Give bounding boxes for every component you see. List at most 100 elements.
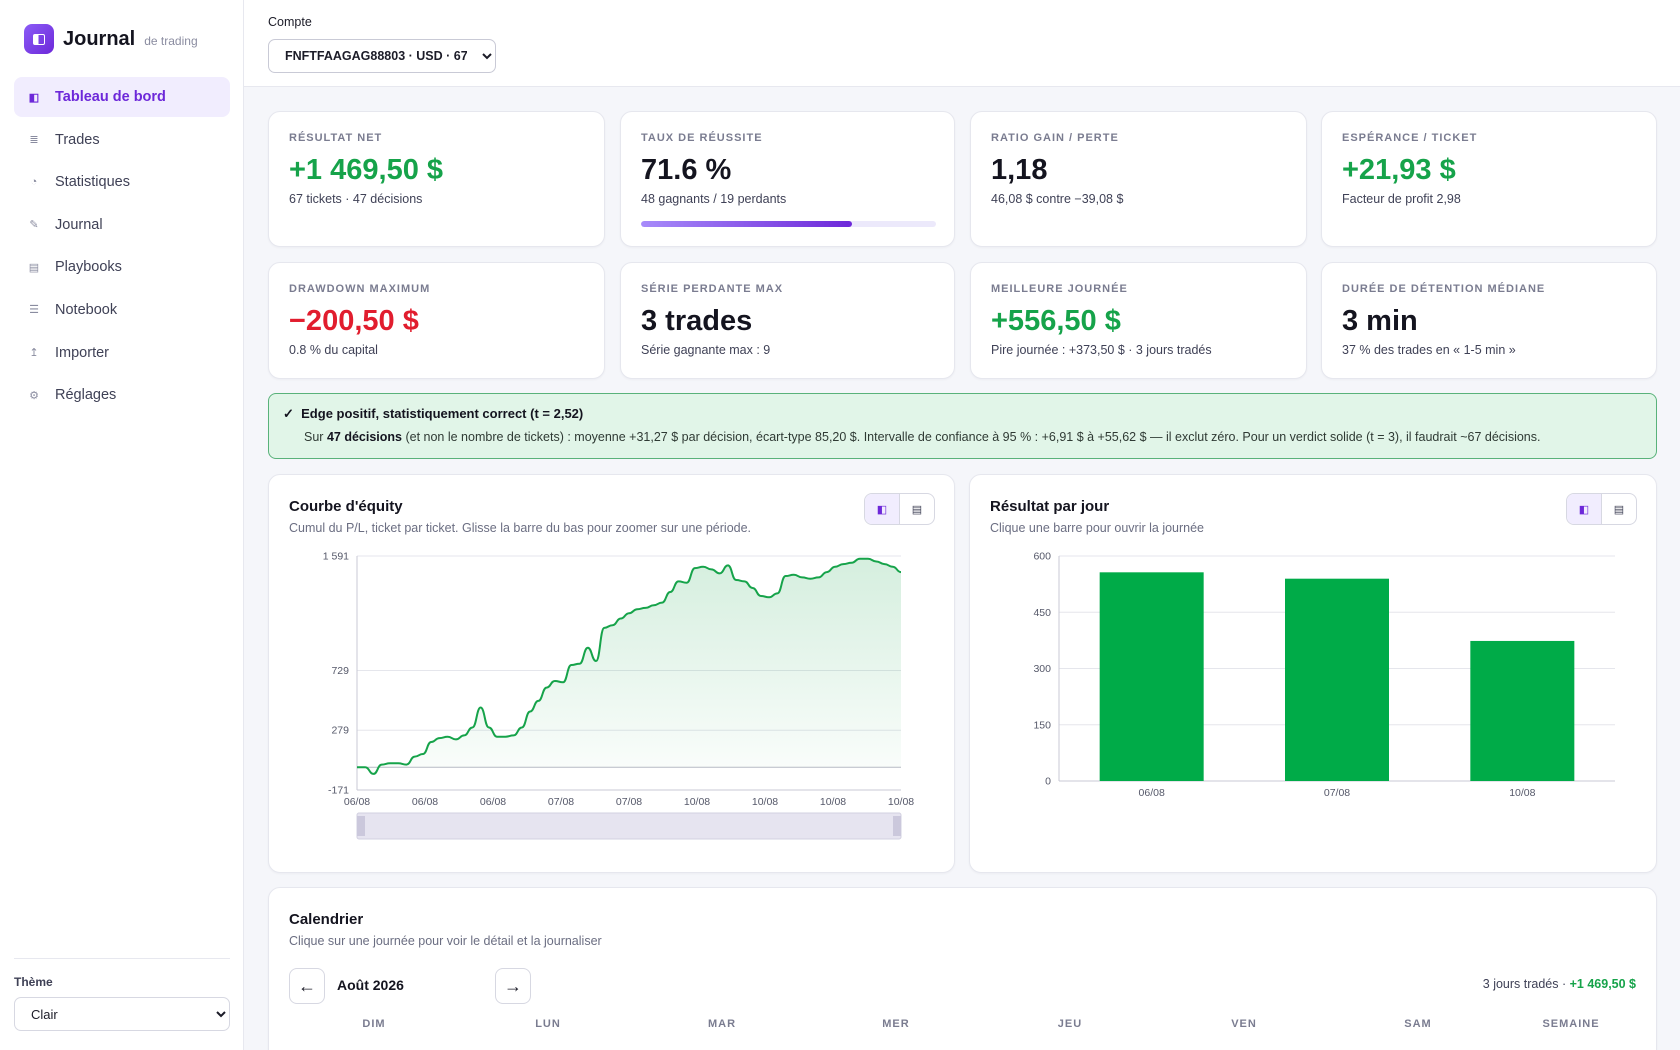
import-icon: ↥ [29,347,39,360]
kpi-card: Résultat net +1 469,50 $ 67 tickets · 47 d… [268,111,605,247]
sidebar-item-label: Journal [55,216,103,233]
kpi-subtext: 37 % des trades en « 1-5 min » [1342,343,1516,357]
kpi-label: Espérance / ticket [1342,132,1478,144]
equity-chart-card: Courbe d'équity Cumul du P/L, ticket par… [268,474,955,873]
daily-view-toggle: ◧ ▤ [1566,493,1637,525]
calendar-weekday-label: SAM [1404,1018,1432,1030]
win-rate-progress [641,221,936,227]
sidebar-item-label: Notebook [55,301,118,318]
y-tick-label: 600 [1033,551,1051,563]
table-view-icon[interactable]: ▤ [1613,503,1625,516]
kpi-card: Durée de détention médiane 3 min 37 % des … [1321,262,1657,379]
equity-title: Courbe d'équity [289,498,403,515]
alert-body-pre: Sur [304,430,327,444]
x-tick-label: 10/08 [1509,787,1535,799]
y-tick-label: -171 [328,785,349,797]
sidebar-item-trades[interactable]: ≣ Trades [14,120,230,160]
kpi-value: 3 min [1342,305,1418,337]
top-bar: Compte FNFTFAAGAG88803 · USD · 67 trades [244,0,1680,87]
sidebar-item-r-glages[interactable]: ⚙ Réglages [14,375,230,415]
prev-month-button[interactable]: ← [289,968,325,1004]
dashboard-icon: ◧ [28,91,40,104]
kpi-label: Taux de réussite [641,132,763,144]
sidebar-item-playbooks[interactable]: ▤ Playbooks [14,247,230,287]
day-bar[interactable] [1099,572,1204,781]
next-month-button[interactable]: → [495,968,531,1004]
calendar-summary: 3 jours tradés · +1 469,50 $ [1483,977,1636,991]
sidebar-item-label: Réglages [55,387,117,404]
sidebar-item-label: Playbooks [55,259,122,276]
theme-select[interactable]: Clair [14,997,230,1031]
brand-name: Journal [63,27,136,50]
zoom-range-slider[interactable] [356,812,902,840]
kpi-label: Meilleure journée [991,283,1128,295]
daily-chart[interactable]: 0 150 300 450 600 06/08 07/08 10/08 [970,537,1656,867]
kpi-subtext: 0.8 % du capital [289,343,378,357]
logo-icon [24,24,54,54]
sidebar-item-tableau-de-bord[interactable]: ◧ Tableau de bord [14,77,230,117]
x-tick-label: 10/08 [752,796,778,808]
x-tick-label: 06/08 [480,796,506,808]
account-label: Compte [268,15,312,29]
alert-body: Sur 47 décisions (et non le nombre de ti… [304,430,1541,444]
calendar-summary-days: 3 jours tradés · [1482,977,1570,991]
sidebar-item-notebook[interactable]: ☰ Notebook [14,290,230,330]
x-tick-label: 07/08 [548,796,574,808]
y-tick-label: 300 [1033,663,1051,675]
sidebar-item-label: Importer [55,344,109,361]
y-tick-label: 150 [1033,719,1051,731]
day-bar[interactable] [1470,640,1575,781]
table-view-icon[interactable]: ▤ [911,503,923,516]
sidebar-nav: ◧ Tableau de bord ≣ Trades ◔ Statistiques ✎ Jou… [14,77,230,418]
x-tick-label: 06/08 [1139,787,1165,799]
kpi-value: 71.6 % [641,154,732,186]
daily-chart-card: Résultat par jour Clique une barre pour … [969,474,1657,873]
y-tick-label: 1 591 [323,551,349,563]
sidebar-item-journal[interactable]: ✎ Journal [14,205,230,245]
daily-title: Résultat par jour [990,498,1110,515]
chart-view-icon[interactable]: ◧ [865,494,900,524]
sidebar-item-importer[interactable]: ↥ Importer [14,333,230,373]
kpi-subtext: 48 gagnants / 19 perdants [641,192,787,206]
chart-view-icon[interactable]: ◧ [1567,494,1602,524]
equity-line [356,557,902,775]
y-tick-label: 450 [1033,607,1051,619]
sidebar: Journal de trading ◧ Tableau de bord ≣ Trad… [0,0,244,1050]
brand[interactable]: Journal de trading [24,24,198,54]
kpi-label: Drawdown maximum [289,283,431,295]
settings-icon: ⚙ [29,389,39,402]
kpi-subtext: Pire journée : +373,50 $ · 3 jours tradé… [991,343,1212,357]
sidebar-item-statistiques[interactable]: ◔ Statistiques [14,162,230,202]
calendar-subtitle: Clique sur une journée pour voir le déta… [289,934,602,948]
calendar-title: Calendrier [289,911,364,928]
kpi-label: Série perdante max [641,283,784,295]
sidebar-item-label: Tableau de bord [55,89,166,105]
kpi-label: Durée de détention médiane [1342,283,1546,295]
account-select[interactable]: FNFTFAAGAG88803 · USD · 67 trades [268,39,496,73]
kpi-card: Meilleure journée +556,50 $ Pire journée :… [970,262,1307,379]
kpi-subtext: Facteur de profit 2,98 [1342,192,1461,206]
sidebar-item-label: Statistiques [55,174,130,191]
calendar-weekday-label: MAR [707,1018,737,1030]
kpi-label: Ratio gain / perte [991,132,1119,144]
x-tick-label: 07/08 [616,796,642,808]
y-tick-label: 0 [1045,776,1051,788]
kpi-value: +21,93 $ [1342,154,1456,186]
zoom-handle-left[interactable] [357,816,365,836]
theme-section: Thème Clair [14,958,230,1031]
theme-label: Thème [14,975,53,989]
calendar-weekday-label: SEMAINE [1542,1018,1600,1030]
alert-title-text: Edge positif, statistiquement correct (t… [301,406,584,421]
kpi-subtext: Série gagnante max : 9 [641,343,771,357]
day-bar[interactable] [1285,578,1389,781]
x-tick-label: 06/08 [344,796,370,808]
kpi-value: −200,50 $ [289,305,419,337]
check-icon: ✓ [283,406,294,421]
zoom-handle-right[interactable] [893,816,901,836]
brand-subtitle: de trading [144,34,198,48]
pen-icon: ✎ [29,219,39,232]
alert-body-bold: 47 décisions [326,430,402,444]
kpi-subtext: 67 tickets · 47 décisions [289,192,423,206]
book-icon: ▤ [28,261,40,274]
